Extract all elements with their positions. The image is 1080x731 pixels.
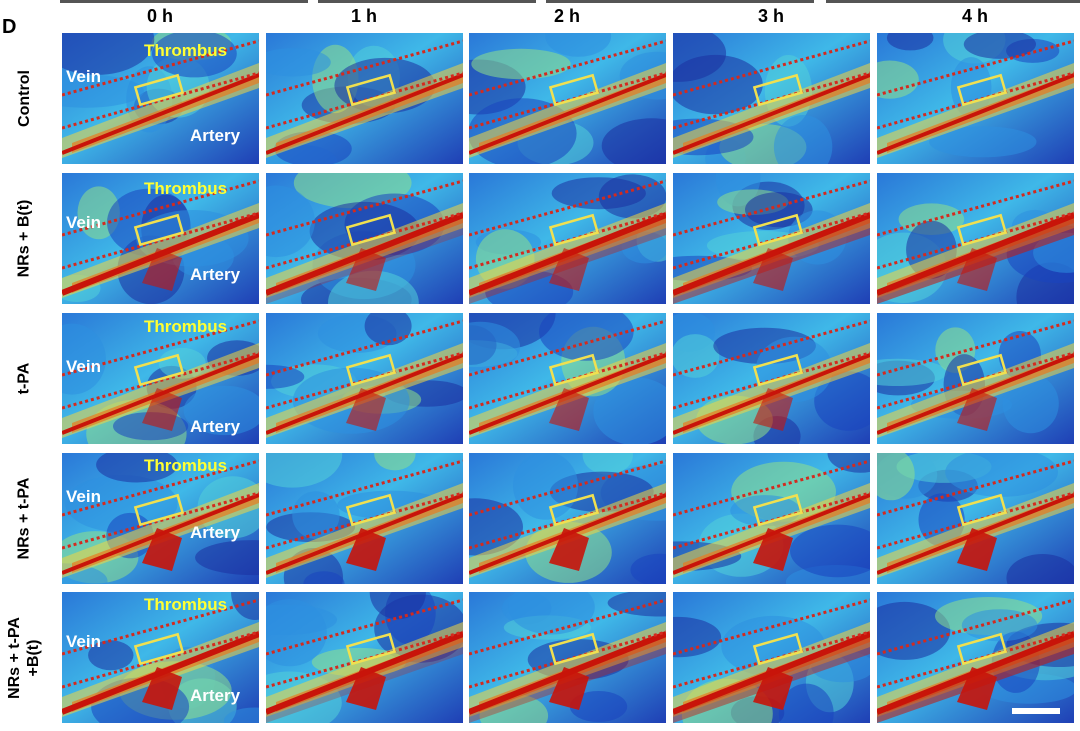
thermal-image-tile [62,33,259,164]
thermal-image-tile [62,453,259,584]
thermal-image-tile [673,453,870,584]
thermal-image-tile [469,33,666,164]
column-header: 3 h [757,6,784,26]
top-strip-2 [318,0,536,3]
thermal-image-tile [673,592,870,723]
thermal-image-tile [877,453,1074,584]
row-label-line: NRs + t-PA [6,616,23,699]
column-header: 4 h [961,6,988,26]
thermal-image-tile [266,313,463,444]
row-label-line: t-PA [15,362,33,395]
row-label-line: NRs + t-PA [15,477,33,560]
thermal-image-tile [469,592,666,723]
row-label: NRs + B(t) [0,173,48,304]
row-label: NRs + t-PA +B(t) [0,592,48,723]
thermal-image-tile [877,592,1074,723]
panel-letter: D [2,16,17,38]
thermal-image-tile [673,313,870,444]
top-strip-1 [60,0,308,3]
thermal-image-tile [877,33,1074,164]
column-header: 2 h [553,6,580,26]
thermal-image-tile [62,313,259,444]
thermal-image-tile [673,173,870,304]
row-label-line: NRs + B(t) [15,199,33,278]
thermal-image-tile [469,453,666,584]
row-label: Control [0,33,48,164]
row-label-line: +B(t) [25,639,42,676]
row-label: NRs + t-PA [0,453,48,584]
thermal-image-tile [877,313,1074,444]
thermal-image-tile [673,33,870,164]
thermal-image-tile [469,313,666,444]
column-header: 1 h [350,6,377,26]
thermal-image-tile [469,173,666,304]
row-label-line: Control [15,70,33,127]
top-strip-4 [826,0,1080,3]
thermal-image-tile [266,453,463,584]
thermal-image-tile [266,592,463,723]
thermal-image-tile [62,173,259,304]
row-label: t-PA [0,313,48,444]
thermal-image-tile [266,33,463,164]
column-header: 0 h [146,6,173,26]
top-strip-3 [546,0,814,3]
scale-bar [1012,708,1060,714]
thermal-image-tile [877,173,1074,304]
thermal-image-tile [266,173,463,304]
thermal-image-tile [62,592,259,723]
